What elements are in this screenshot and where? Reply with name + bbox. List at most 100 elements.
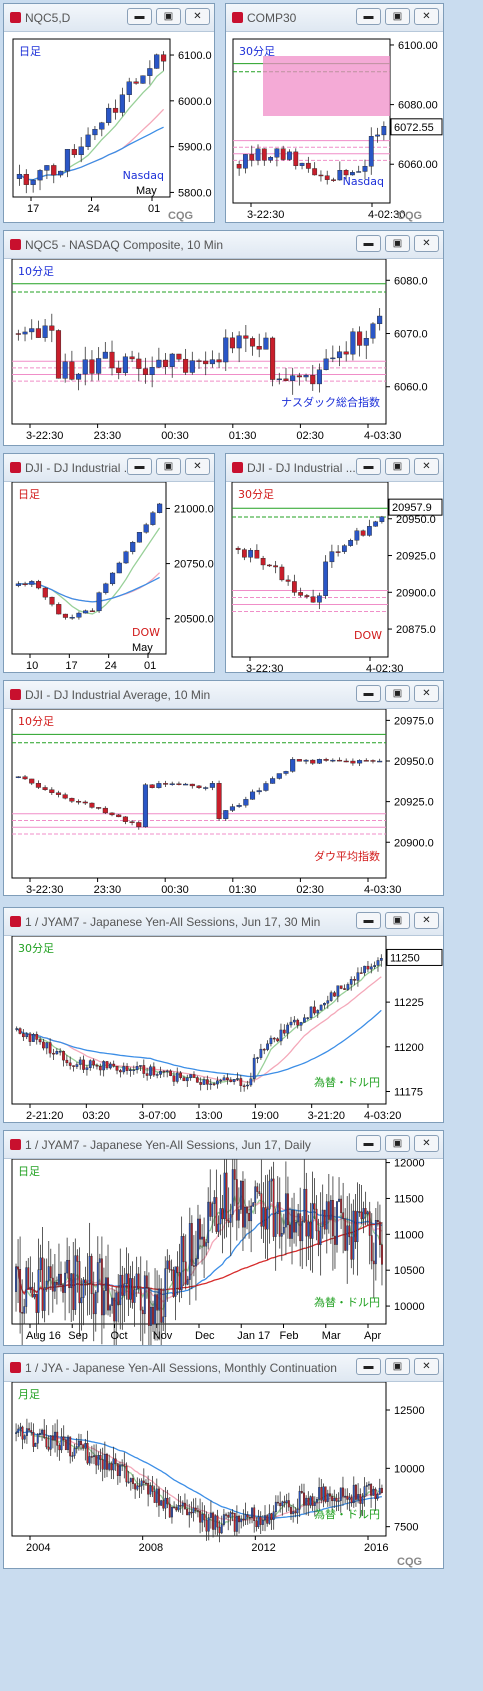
minimize-button[interactable]: ▬ <box>356 912 381 929</box>
candle <box>367 1481 370 1490</box>
candle <box>244 1502 247 1526</box>
x-tick-label: 24 <box>88 203 100 215</box>
close-icon: ✕ <box>422 11 431 22</box>
candle <box>70 1273 73 1323</box>
candle <box>341 1476 344 1506</box>
candle <box>30 179 36 193</box>
close-button[interactable]: ✕ <box>414 235 439 252</box>
chart-area[interactable]: 21000.0 20750.0 20500.0 10 17 24 01 May 日足 DOW <box>4 482 214 673</box>
candle <box>279 1491 282 1513</box>
minimize-button[interactable]: ▬ <box>356 685 381 702</box>
candle <box>296 1498 299 1524</box>
restore-button[interactable]: ▣ <box>156 458 181 475</box>
x-tick-label: 23:30 <box>94 884 122 896</box>
candle <box>287 149 292 161</box>
candle <box>160 1499 163 1506</box>
chart-window-jyam7-daily[interactable]: 1 / JYAM7 - Japanese Yen-All Sessions, J… <box>3 1130 444 1346</box>
candle <box>27 1258 30 1289</box>
chart-area[interactable]: 11250112251120011175112502-21:2003:203-0… <box>4 936 443 1123</box>
restore-button[interactable]: ▣ <box>385 8 410 25</box>
candle <box>116 561 122 574</box>
candle <box>183 348 189 375</box>
candle <box>51 1425 54 1449</box>
title-bar[interactable]: DJI - DJ Industrial ... ▬ ▣ ✕ <box>4 454 214 482</box>
close-button[interactable]: ✕ <box>414 1135 439 1152</box>
close-button[interactable]: ✕ <box>185 458 210 475</box>
restore-button[interactable]: ▣ <box>385 685 410 702</box>
candle <box>346 1196 349 1284</box>
y-tick-label: 6060.00 <box>398 159 438 171</box>
candle <box>281 1500 284 1516</box>
minimize-button[interactable]: ▬ <box>127 458 152 475</box>
close-button[interactable]: ✕ <box>414 685 439 702</box>
minimize-button[interactable]: ▬ <box>356 1135 381 1152</box>
title-bar[interactable]: NQC5,D ▬ ▣ ✕ <box>4 4 214 32</box>
chart-window-comp-30[interactable]: COMP30 ▬ ▣ ✕ 6100.00 6080.00 6060.00 6072.55 3-2… <box>225 3 444 223</box>
candle <box>119 87 125 117</box>
title-bar[interactable]: 1 / JYA - Japanese Yen-All Sessions, Mon… <box>4 1354 443 1382</box>
chart-window-jyam7-30[interactable]: 1 / JYAM7 - Japanese Yen-All Sessions, J… <box>3 907 444 1123</box>
candle <box>362 159 368 180</box>
candle <box>106 1452 108 1478</box>
restore-button[interactable]: ▣ <box>385 458 410 475</box>
chart-window-nqc5-daily[interactable]: NQC5,D ▬ ▣ ✕ 6100.0 6000.0 5900.0 5800.0 17 24 01 M… <box>3 3 215 223</box>
x-tick-label: 3-21:20 <box>308 1110 345 1122</box>
close-button[interactable]: ✕ <box>414 912 439 929</box>
title-bar[interactable]: NQC5 - NASDAQ Composite, 10 Min ▬ ▣ ✕ <box>4 231 443 259</box>
close-button[interactable]: ✕ <box>414 458 439 475</box>
chart-window-nqc5-10[interactable]: NQC5 - NASDAQ Composite, 10 Min ▬ ▣ ✕ 6080.0… <box>3 230 444 446</box>
chart-area[interactable]: 6100.0 6000.0 5900.0 5800.0 17 24 01 May 日足 Nasda… <box>4 32 214 223</box>
close-button[interactable]: ✕ <box>414 8 439 25</box>
minimize-button[interactable]: ▬ <box>127 8 152 25</box>
candle <box>83 609 89 614</box>
minimize-button[interactable]: ▬ <box>356 1358 381 1375</box>
candle <box>343 984 346 990</box>
restore-button[interactable]: ▣ <box>385 235 410 252</box>
title-bar[interactable]: DJI - DJ Industrial Average, 10 Min ▬ ▣ ✕ <box>4 681 443 709</box>
chart-window-dji-daily[interactable]: DJI - DJ Industrial ... ▬ ▣ ✕ 21000.0 20750.0… <box>3 453 215 673</box>
candle <box>179 1495 182 1513</box>
title-bar[interactable]: 1 / JYAM7 - Japanese Yen-All Sessions, J… <box>4 908 443 936</box>
candle <box>229 1077 233 1083</box>
candle <box>142 1468 145 1491</box>
candle <box>114 1453 117 1472</box>
candle <box>251 1507 253 1524</box>
candle <box>242 1509 245 1527</box>
minimize-button[interactable]: ▬ <box>356 8 381 25</box>
candle <box>279 1023 283 1046</box>
candle <box>254 544 260 559</box>
x-tick-label: 23:30 <box>94 430 122 442</box>
minimize-button[interactable]: ▬ <box>356 235 381 252</box>
chart-window-dji-10[interactable]: DJI - DJ Industrial Average, 10 Min ▬ ▣ ✕ 20… <box>3 680 444 896</box>
candle <box>90 1253 93 1319</box>
candle <box>286 1022 290 1039</box>
restore-button[interactable]: ▣ <box>385 1135 410 1152</box>
chart-area[interactable]: 20950.0 20925.0 20900.0 20875.0 20957.9 3-22:… <box>226 482 443 673</box>
minimize-button[interactable]: ▬ <box>356 458 381 475</box>
candle <box>226 1073 229 1085</box>
chart-area[interactable]: 6080.0 6070.0 6060.0 3-22:30 23:30 00:30 01:30… <box>4 259 443 446</box>
app-icon <box>10 239 21 250</box>
title-bar[interactable]: DJI - DJ Industrial ... ▬ ▣ ✕ <box>226 454 443 482</box>
restore-button[interactable]: ▣ <box>156 8 181 25</box>
close-button[interactable]: ✕ <box>185 8 210 25</box>
chart-area[interactable]: 20975.0 20950.0 20925.0 20900.0 3-22:30 23:30… <box>4 709 443 896</box>
candle <box>333 1489 336 1508</box>
restore-button[interactable]: ▣ <box>385 912 410 929</box>
chart-area[interactable]: 6100.00 6080.00 6060.00 6072.55 3-22:30 4-02:… <box>226 32 443 223</box>
restore-button[interactable]: ▣ <box>385 1358 410 1375</box>
close-button[interactable]: ✕ <box>414 1358 439 1375</box>
title-bar[interactable]: 1 / JYAM7 - Japanese Yen-All Sessions, J… <box>4 1131 443 1159</box>
candle <box>209 1078 213 1090</box>
chart-window-dji-30[interactable]: DJI - DJ Industrial ... ▬ ▣ ✕ 20950.0 20925.0… <box>225 453 444 673</box>
title-bar[interactable]: COMP30 ▬ ▣ ✕ <box>226 4 443 32</box>
candle <box>300 1483 303 1494</box>
candle <box>55 1048 59 1055</box>
candle <box>348 1193 351 1246</box>
candle <box>249 1072 253 1087</box>
chart-window-jya-monthly[interactable]: 1 / JYA - Japanese Yen-All Sessions, Mon… <box>3 1353 444 1569</box>
candle <box>236 1072 239 1082</box>
candle <box>139 1256 142 1342</box>
chart-area[interactable]: 12000 11500 11000 10500 10000 Aug 16 Sep Oct Nov… <box>4 1159 443 1346</box>
